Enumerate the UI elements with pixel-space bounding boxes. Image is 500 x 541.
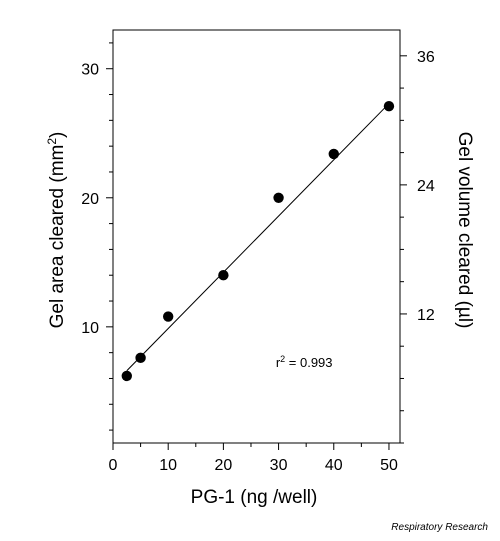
data-point [273, 192, 284, 203]
journal-credit: Respiratory Research [391, 522, 488, 533]
data-point [121, 370, 132, 382]
y2-tick-label: 12 [417, 307, 435, 324]
x-tick-label: 40 [325, 457, 343, 474]
y2-tick-label: 24 [417, 178, 435, 195]
y2-tick-label: 36 [417, 49, 435, 66]
r-squared-value: = 0.993 [285, 355, 332, 370]
y-axis-title-main: Gel area cleared (mm [47, 145, 68, 329]
data-point [328, 148, 339, 160]
plot-frame [112, 29, 401, 444]
y-tick-label: 30 [81, 62, 99, 79]
regression-line [126, 103, 390, 372]
r-squared-r: r [276, 355, 281, 370]
x-tick-label: 20 [214, 457, 232, 474]
y-axis-title-end: ) [47, 132, 68, 138]
y-axis-left: 10 20 30 [81, 42, 113, 431]
y-axis-title: Gel area cleared (mm2) [45, 132, 68, 329]
data-point [135, 352, 146, 364]
data-point [383, 100, 395, 112]
data-point [162, 311, 174, 322]
y-tick-label: 20 [81, 191, 99, 208]
y-axis-right: 12 24 36 [400, 49, 435, 444]
y-tick-label: 10 [81, 320, 99, 337]
data-point [218, 270, 229, 281]
r-squared-annotation: r2 = 0.993 [276, 354, 333, 370]
x-axis-title: PG-1 (ng /well) [191, 487, 318, 508]
y-axis-title-sup: 2 [45, 138, 59, 145]
x-tick-label: 10 [159, 457, 177, 474]
r-squared-sup: 2 [280, 354, 285, 364]
x-tick-label: 50 [380, 457, 398, 474]
plot-border [112, 29, 401, 444]
fit-line [126, 103, 390, 372]
y2-axis-title: Gel volume cleared (µl) [454, 132, 475, 329]
data-points [121, 100, 395, 382]
x-axis: 0 10 20 30 40 50 [109, 443, 398, 474]
x-tick-label: 0 [109, 457, 118, 474]
x-tick-label: 30 [270, 457, 288, 474]
